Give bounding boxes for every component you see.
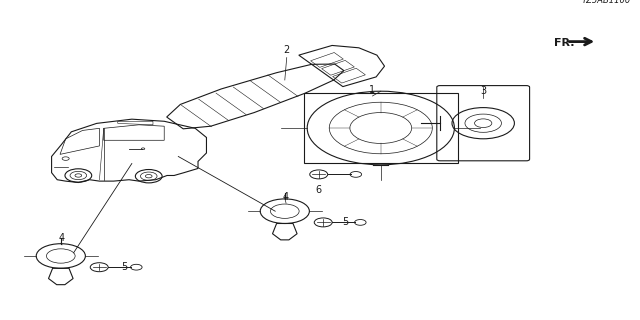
Text: 5: 5 [342,217,349,228]
Text: 6: 6 [316,185,322,196]
Text: 5: 5 [122,262,128,272]
Text: 4: 4 [59,233,65,244]
Text: FR.: FR. [554,38,574,48]
Text: 3: 3 [480,86,486,96]
Text: 2: 2 [284,44,290,55]
Text: 1: 1 [369,84,376,95]
Text: TZ5AB1100: TZ5AB1100 [581,0,630,5]
Text: 4: 4 [283,192,289,202]
